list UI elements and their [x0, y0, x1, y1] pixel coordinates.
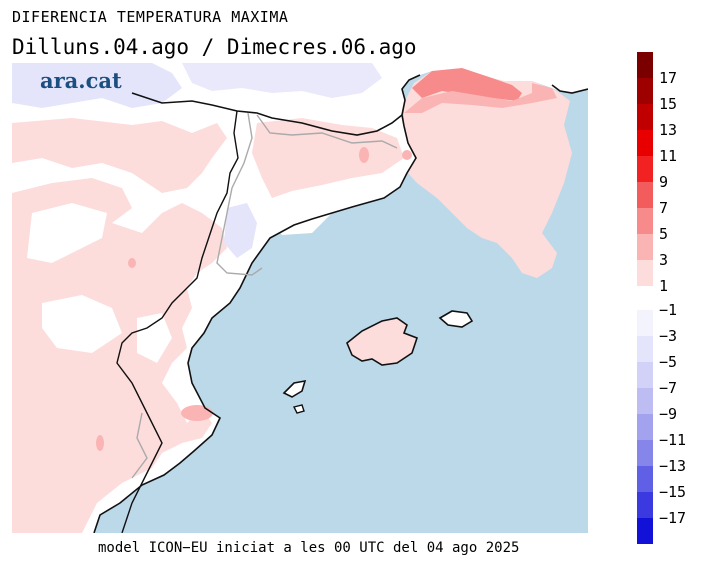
- warm-spot: [96, 435, 104, 451]
- legend-label: 9: [659, 173, 669, 191]
- coastline: [93, 74, 421, 533]
- legend-swatch: [637, 336, 653, 362]
- legend-label: −3: [659, 327, 678, 345]
- warm-spot: [128, 258, 136, 268]
- legend-swatch: [637, 414, 653, 440]
- legend-swatch: [637, 208, 653, 234]
- neutral-land-area: [27, 203, 107, 263]
- date-range-subtitle: Dilluns.04.ago / Dimecres.06.ago: [12, 35, 417, 59]
- coastline: [551, 84, 588, 94]
- formentera-island: [292, 404, 305, 414]
- legend-swatch: [637, 182, 653, 208]
- province-boundary: [131, 412, 148, 479]
- map-panel: [12, 63, 588, 533]
- aragon-warm-area: [12, 118, 227, 193]
- alps-warm-mid: [404, 83, 557, 113]
- legend-label: −9: [659, 405, 678, 423]
- legend-swatch: [637, 388, 653, 414]
- warm-spot: [359, 147, 369, 163]
- legend-swatch: [637, 492, 653, 518]
- legend-swatch: [637, 78, 653, 104]
- neutral-land-area: [42, 295, 122, 353]
- legend-swatch: [637, 130, 653, 156]
- legend-swatch: [637, 234, 653, 260]
- legend-swatch: [637, 104, 653, 130]
- legend-label: 5: [659, 225, 669, 243]
- alps-warm-strong: [412, 68, 522, 101]
- legend-label: 13: [659, 121, 678, 139]
- france-warm-area: [404, 71, 572, 278]
- legend-swatch: [637, 156, 653, 182]
- central-cool-area: [224, 203, 257, 258]
- national-border: [131, 92, 403, 136]
- legend-swatch: [637, 362, 653, 388]
- legend-label: 15: [659, 95, 678, 113]
- province-boundary: [216, 112, 263, 276]
- model-run-footer: model ICON−EU iniciat a les 00 UTC del 0…: [98, 540, 520, 556]
- legend-label: 7: [659, 199, 669, 217]
- menorca-island: [438, 310, 474, 328]
- ara-cat-logo: ara.cat: [40, 68, 122, 93]
- legend-label: 11: [659, 147, 678, 165]
- north-cool-area: [182, 63, 382, 98]
- legend-label: −5: [659, 353, 678, 371]
- legend-swatch: [637, 52, 653, 78]
- legend-label: −15: [659, 483, 687, 501]
- legend-swatch: [637, 310, 653, 336]
- legend-label: 1: [659, 277, 669, 295]
- color-legend: 17 15 13 11 9 7 5 3 1 −1 −3 −5 −7 −9 −11 −13 −15 −17: [637, 52, 686, 545]
- legend-label: 17: [659, 69, 678, 87]
- legend-swatch: [637, 518, 653, 544]
- neutral-land-area: [137, 313, 172, 363]
- legend-swatch: [637, 440, 653, 466]
- neutral-land-area: [262, 203, 332, 235]
- ibiza-island: [282, 379, 307, 398]
- legend-label: −17: [659, 509, 687, 527]
- legend-label: 3: [659, 251, 669, 269]
- legend-label: −7: [659, 379, 678, 397]
- warm-spot: [402, 150, 412, 160]
- valencia-warm-spot: [181, 405, 213, 421]
- legend-label: −1: [659, 301, 678, 319]
- province-boundary: [256, 114, 398, 149]
- mallorca-island: [346, 317, 419, 366]
- legend-swatch: [637, 466, 653, 492]
- map-title: DIFERENCIA TEMPERATURA MAXIMA: [12, 8, 289, 26]
- map-svg: [12, 63, 588, 533]
- legend-label: −11: [659, 431, 687, 449]
- legend-swatch: [637, 260, 653, 286]
- region-boundary: [116, 110, 239, 533]
- north-cool-area: [12, 63, 182, 108]
- catalonia-warm-area: [252, 118, 404, 198]
- legend-label: −13: [659, 457, 687, 475]
